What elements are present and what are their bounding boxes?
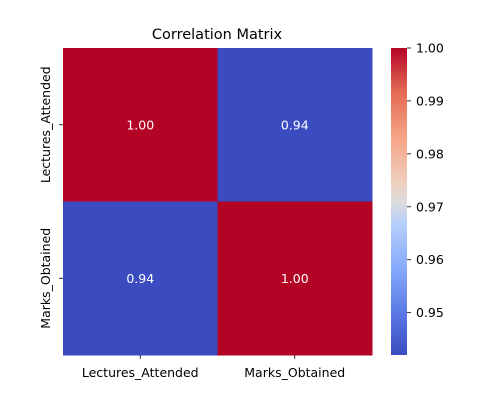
colorbar-tick-label: 0.97: [416, 199, 444, 214]
heatmap-cell-label: 1.00: [281, 271, 309, 286]
y-axis-ticks: Lectures_Attended Marks_Obtained: [38, 66, 63, 329]
x-axis-ticks: Lectures_Attended Marks_Obtained: [82, 355, 345, 380]
heatmap-cell: [63, 48, 218, 202]
colorbar-tick-label: 0.98: [416, 146, 444, 161]
heatmap-cell: [217, 48, 373, 202]
heatmap-cell-labels: 1.00 0.94 0.94 1.00: [126, 117, 308, 286]
heatmap-cell: [217, 201, 373, 356]
x-tick-label: Lectures_Attended: [82, 365, 199, 380]
colorbar-tick-label: 1.00: [416, 41, 444, 56]
colorbar-tick-label: 0.99: [416, 93, 444, 108]
x-tick-label: Marks_Obtained: [244, 365, 345, 380]
heatmap-cell-label: 0.94: [281, 117, 309, 132]
heatmap-cell: [63, 201, 218, 356]
heatmap-cell-label: 0.94: [126, 271, 154, 286]
colorbar-tick-label: 0.95: [416, 305, 444, 320]
heatmap-cell-label: 1.00: [126, 117, 154, 132]
colorbar-tick-label: 0.96: [416, 252, 444, 267]
y-tick-label: Marks_Obtained: [38, 228, 53, 329]
chart-title: Correlation Matrix: [152, 27, 283, 43]
colorbar: [391, 48, 407, 355]
y-tick-label: Lectures_Attended: [38, 66, 53, 183]
heatmap-cells: [63, 48, 373, 356]
colorbar-ticks: 0.95 0.96 0.97 0.98 0.99 1.00: [407, 41, 444, 320]
